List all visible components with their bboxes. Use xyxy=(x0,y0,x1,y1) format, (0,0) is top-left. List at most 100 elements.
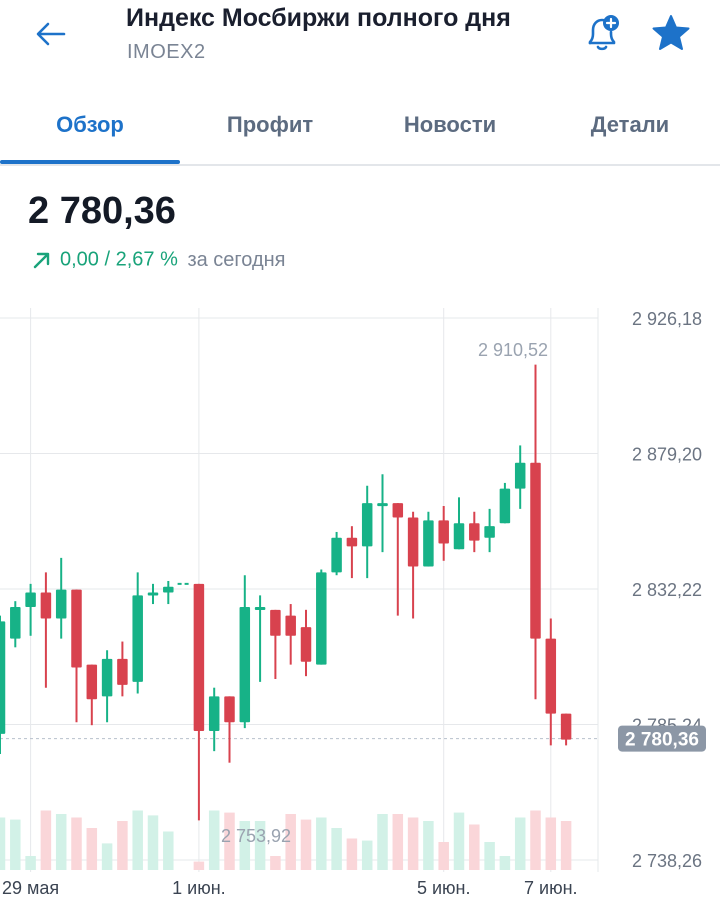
x-tick-label: 1 июн. xyxy=(172,878,226,898)
volume-bar xyxy=(55,814,67,870)
volume-bar xyxy=(407,817,419,870)
volume-bar xyxy=(453,812,465,870)
x-tick-label: 29 мая xyxy=(2,878,59,898)
y-tick-label: 2 879,20 xyxy=(632,445,702,465)
y-tick-label: 2 832,22 xyxy=(632,580,702,600)
candle-body xyxy=(117,658,128,685)
candle-body xyxy=(469,523,480,541)
candle-body xyxy=(514,462,526,489)
last-price-badge xyxy=(618,725,706,752)
high-annotation: 2 910,52 xyxy=(478,340,548,360)
volume-bar xyxy=(514,817,526,870)
candle-body xyxy=(224,696,235,723)
candle-body xyxy=(71,589,82,668)
volume-bar xyxy=(499,856,511,870)
tab-bar: Обзор Профит Новости Детали xyxy=(0,96,720,166)
y-tick-label: 2 926,18 xyxy=(632,309,702,329)
candle-body xyxy=(316,572,327,665)
back-button[interactable] xyxy=(30,16,70,56)
volume-bar xyxy=(147,815,159,870)
volume-bar xyxy=(484,842,495,870)
volume-bar xyxy=(530,810,541,870)
app-header: Индекс Мосбиржи полного дня IMOEX2 xyxy=(0,0,720,90)
candle-body xyxy=(208,696,220,731)
volume-bar xyxy=(346,838,358,870)
candle-body xyxy=(361,503,373,547)
volume-bar xyxy=(392,814,404,870)
change-period: за сегодня xyxy=(187,248,286,271)
volume-bar xyxy=(101,843,113,870)
candle-body xyxy=(101,658,113,697)
current-price: 2 780,36 xyxy=(28,190,176,232)
candle-body xyxy=(407,517,419,567)
candle-body xyxy=(254,606,266,610)
candle-body xyxy=(453,523,465,550)
candle-body xyxy=(392,503,404,518)
x-tick-label: 5 июн. xyxy=(417,878,471,898)
candle-body xyxy=(300,627,312,662)
volume-bar xyxy=(545,817,557,870)
tab-overview[interactable]: Обзор xyxy=(56,112,124,137)
volume-bar xyxy=(423,821,434,870)
candle-body xyxy=(545,638,557,714)
star-icon xyxy=(652,15,690,50)
volume-bar xyxy=(285,814,296,870)
volume-bar xyxy=(331,828,342,870)
price-alert-button[interactable] xyxy=(582,12,622,54)
candle-body xyxy=(530,462,541,639)
candle-body xyxy=(25,592,36,607)
candle-body xyxy=(346,537,358,547)
candlestick-chart[interactable]: 2 926,182 879,202 832,222 785,242 738,26… xyxy=(0,298,720,902)
active-tab-indicator xyxy=(0,160,180,164)
candle-body xyxy=(0,621,6,734)
volume-bar xyxy=(560,821,572,870)
volume-bar xyxy=(10,819,21,870)
candle-body xyxy=(484,526,495,538)
candle-body xyxy=(193,583,205,731)
volume-bar xyxy=(254,821,266,870)
tab-news[interactable]: Новости xyxy=(403,112,497,137)
candle-body xyxy=(239,606,251,723)
volume-bar xyxy=(86,828,98,870)
favorite-button[interactable] xyxy=(650,12,692,54)
candle-body xyxy=(499,488,511,524)
tab-profit[interactable]: Профит xyxy=(226,112,314,137)
volume-bar xyxy=(208,810,220,870)
volume-bar xyxy=(193,861,205,870)
volume-bar xyxy=(0,817,6,870)
volume-bar xyxy=(224,812,235,870)
volume-bar xyxy=(316,817,327,870)
volume-bar xyxy=(377,814,388,870)
ticker-label: IMOEX2 xyxy=(127,41,206,63)
volume-bar xyxy=(71,817,82,870)
y-tick-label: 2 738,26 xyxy=(632,851,702,871)
candle-body xyxy=(55,589,67,619)
volume-bar xyxy=(239,821,251,870)
volume-bar xyxy=(300,819,312,870)
arrow-left-icon xyxy=(36,22,66,46)
change-separator: / xyxy=(104,248,111,271)
candle-body xyxy=(423,520,434,567)
candle-body xyxy=(285,615,296,636)
tab-details[interactable]: Детали xyxy=(590,112,670,137)
change-percent: 2,67 % xyxy=(115,248,178,271)
low-annotation: 2 753,92 xyxy=(221,826,291,846)
volume-bar xyxy=(25,856,36,870)
volume-bar xyxy=(40,810,52,870)
volume-bar xyxy=(163,831,174,870)
candle-body xyxy=(10,606,21,639)
x-tick-label: 7 июн. xyxy=(524,878,578,898)
page-title: Индекс Мосбиржи полного дня xyxy=(126,4,511,32)
candle-body xyxy=(560,713,572,740)
volume-bar xyxy=(438,842,449,870)
volume-bar xyxy=(117,821,128,870)
candle-body xyxy=(331,537,342,573)
candle-body xyxy=(40,592,52,619)
candle-body xyxy=(132,595,143,682)
price-change: 0,00 / 2,67 % за сегодня xyxy=(30,248,286,278)
volume-bar xyxy=(469,824,480,870)
candle-body xyxy=(377,503,388,507)
last-price-label: 2 780,36 xyxy=(625,730,699,751)
candle-body xyxy=(270,609,281,636)
candle-body xyxy=(163,586,174,593)
